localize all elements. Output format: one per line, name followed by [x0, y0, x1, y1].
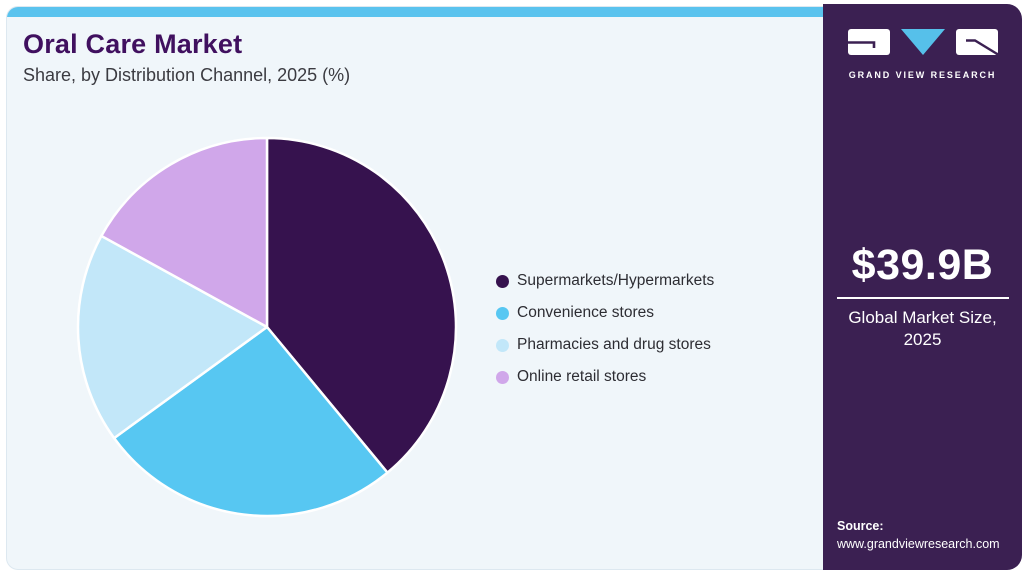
pie-slice-4	[100, 136, 269, 329]
sidebar: GRAND VIEW RESEARCH $39.9B Global Market…	[823, 4, 1022, 570]
chart-title: Oral Care Market	[23, 29, 243, 59]
legend-label: Online retail stores	[517, 368, 647, 385]
pie-slice-3	[76, 234, 269, 440]
pie-chart	[76, 136, 458, 518]
chart-header: Oral Care Market Share, by Distribution …	[23, 29, 350, 86]
legend-item: Supermarkets/Hypermarkets	[496, 265, 714, 297]
pie-slice-1	[265, 136, 458, 474]
legend-item: Pharmacies and drug stores	[496, 329, 714, 361]
gvr-logo-icon	[847, 29, 999, 56]
legend-swatch-icon	[496, 370, 509, 384]
legend-label: Supermarkets/Hypermarkets	[517, 272, 715, 289]
chart-subtitle: Share, by Distribution Channel, 2025 (%)	[23, 65, 351, 85]
market-size-divider	[836, 297, 1009, 299]
chart-card: Oral Care Market Share, by Distribution …	[6, 6, 823, 570]
market-size-value: $39.9B	[851, 241, 994, 289]
legend-item: Online retail stores	[496, 361, 714, 393]
legend-label: Convenience stores	[517, 304, 654, 321]
source-url: www.grandviewresearch.com	[837, 537, 1000, 552]
legend-swatch-icon	[496, 338, 509, 352]
pie-slice-2	[112, 325, 389, 518]
legend-item: Convenience stores	[496, 297, 714, 329]
gvr-logo-text: GRAND VIEW RESEARCH	[848, 70, 997, 80]
legend-label: Pharmacies and drug stores	[517, 336, 711, 353]
source-label: Source:	[837, 518, 884, 533]
market-size-block: $39.9B Global Market Size, 2025	[823, 241, 1022, 351]
legend-swatch-icon	[496, 274, 509, 288]
legend: Supermarkets/Hypermarkets Convenience sto…	[496, 265, 714, 393]
legend-swatch-icon	[496, 306, 509, 320]
gvr-logo: GRAND VIEW RESEARCH	[823, 28, 1022, 80]
top-accent-bar	[7, 7, 823, 17]
source-block: Source: www.grandviewresearch.com	[837, 517, 1000, 555]
pie-chart-container	[67, 127, 467, 527]
market-size-label: Global Market Size, 2025	[848, 308, 997, 350]
